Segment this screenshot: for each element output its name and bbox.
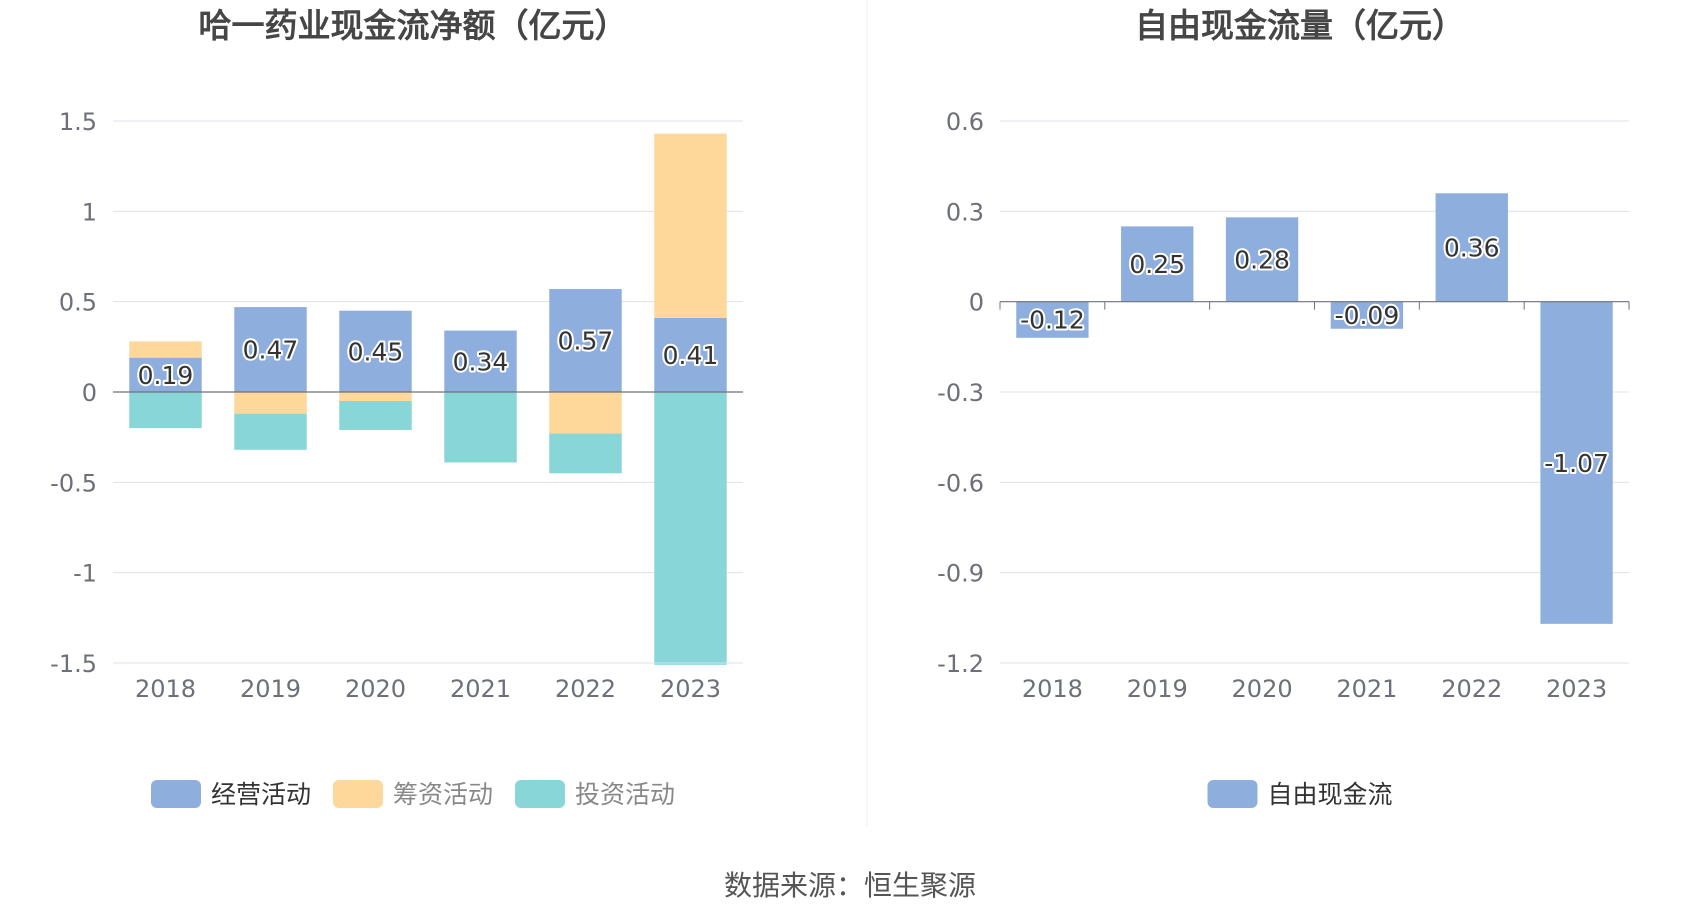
- x-tick-label: 2018: [1022, 675, 1083, 703]
- bar-投资活动-2018: [129, 392, 202, 429]
- x-tick-label: 2022: [1441, 675, 1502, 703]
- y-tick-label: 0.3: [946, 198, 984, 226]
- y-tick-label: 0: [969, 289, 984, 317]
- y-tick-label: 0.5: [59, 289, 97, 317]
- y-tick-label: 1.5: [59, 108, 97, 136]
- chart-panel-1: 哈一药业现金流净额（亿元） 1.5 1 0.5 0 -0.5 -1 -1.5 2018 2019 2…: [50, 6, 743, 809]
- bar-自由现金流-2018: [1016, 301, 1089, 338]
- data-label: -0.09: [1335, 301, 1400, 330]
- y-tick-label: -1.2: [937, 650, 984, 678]
- legend: 经营活动 筹资活动 投资活动: [151, 780, 675, 809]
- x-tick-label: 2021: [450, 675, 511, 703]
- legend-label: 经营活动: [211, 780, 311, 809]
- y-tick-label: -0.3: [937, 379, 984, 407]
- bar-经营活动-2023: [654, 317, 727, 392]
- data-label: 0.41: [663, 341, 719, 370]
- bar-筹资活动-2019: [234, 392, 307, 414]
- bar-经营活动-2021: [444, 330, 517, 392]
- source-note: 数据来源：恒生聚源: [723, 869, 976, 902]
- bar-筹资活动-2022: [549, 392, 622, 434]
- bar-筹资活动-2023: [654, 133, 727, 318]
- bar-经营活动-2019: [234, 307, 307, 392]
- data-label: 0.45: [348, 337, 404, 366]
- legend: 自由现金流: [1207, 780, 1393, 809]
- x-tick-label: 2022: [555, 675, 616, 703]
- x-tick-label: 2023: [1546, 675, 1607, 703]
- bar-筹资活动-2018: [129, 341, 202, 358]
- bar-经营活动-2022: [549, 289, 622, 392]
- legend-label: 自由现金流: [1268, 780, 1393, 809]
- bar-经营活动-2020: [339, 310, 412, 392]
- x-tick-label: 2021: [1336, 675, 1397, 703]
- x-tick-label: 2018: [135, 675, 196, 703]
- legend-item-自由现金流: 自由现金流: [1207, 780, 1393, 809]
- data-label: -1.07: [1544, 449, 1609, 478]
- y-tick-label: -1.5: [50, 650, 97, 678]
- bar-投资活动-2020: [339, 401, 412, 430]
- data-label: -0.12: [1020, 306, 1085, 335]
- legend-swatch: [333, 780, 383, 808]
- data-label: 0.28: [1234, 246, 1290, 275]
- data-label: 0.47: [243, 336, 299, 365]
- chart-title: 哈一药业现金流净额（亿元）: [199, 6, 628, 45]
- bar-投资活动-2023: [654, 392, 727, 665]
- bar-自由现金流-2022: [1435, 193, 1508, 302]
- bar-投资活动-2022: [549, 433, 622, 474]
- bar-经营活动-2018: [129, 357, 202, 392]
- bar-筹资活动-2020: [339, 392, 412, 402]
- x-tick-label: 2023: [660, 675, 721, 703]
- legend-item-投资活动: 投资活动: [515, 780, 675, 809]
- data-label: 0.34: [453, 347, 509, 376]
- y-tick-label: -0.5: [50, 469, 97, 497]
- legend-swatch: [515, 780, 565, 808]
- chart-panel-2: 自由现金流量（亿元） 0.6 0.3 0 -0.3 -0.6 -0.9 -1.2 2018 201…: [937, 6, 1630, 809]
- x-tick-label: 2020: [1232, 675, 1293, 703]
- data-label: 0.57: [558, 327, 614, 356]
- y-tick-label: -0.6: [937, 469, 984, 497]
- bar-自由现金流-2019: [1121, 226, 1194, 302]
- legend-label: 投资活动: [575, 780, 675, 809]
- legend-item-筹资活动: 筹资活动: [333, 780, 493, 809]
- data-label: 0.36: [1444, 233, 1500, 262]
- x-tick-label: 2019: [240, 675, 301, 703]
- bar-投资活动-2021: [444, 392, 517, 463]
- legend-item-经营活动: 经营活动: [151, 780, 311, 809]
- y-tick-label: -1: [73, 560, 97, 588]
- bar-自由现金流-2023: [1540, 301, 1613, 624]
- chart-title: 自由现金流量（亿元）: [1135, 6, 1465, 45]
- y-tick-label: 0.6: [946, 108, 984, 136]
- data-label: 0.25: [1129, 250, 1185, 279]
- legend-swatch: [1207, 780, 1258, 808]
- x-tick-label: 2019: [1127, 675, 1188, 703]
- y-tick-label: 1: [82, 198, 97, 226]
- bar-投资活动-2019: [234, 413, 307, 450]
- legend-label: 筹资活动: [393, 780, 493, 809]
- data-label: 0.19: [138, 361, 194, 390]
- bar-自由现金流-2020: [1225, 217, 1299, 302]
- y-tick-label: -0.9: [937, 560, 984, 588]
- y-tick-label: 0: [82, 379, 97, 407]
- x-tick-label: 2020: [345, 675, 406, 703]
- bar-自由现金流-2021: [1330, 301, 1404, 329]
- legend-swatch: [151, 780, 201, 808]
